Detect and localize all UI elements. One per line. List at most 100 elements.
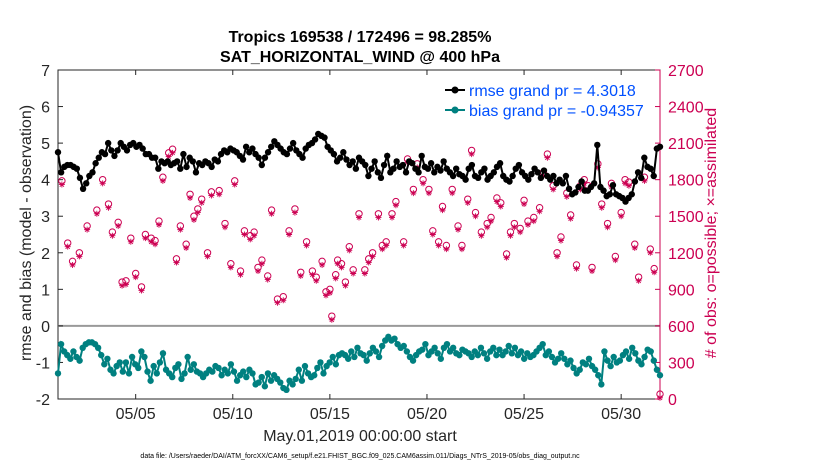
bias-point bbox=[233, 377, 241, 384]
rmse-point bbox=[572, 189, 579, 196]
right-y-tick-label: 1200 bbox=[668, 246, 704, 263]
obs-assimilated-marker bbox=[105, 204, 112, 211]
obs-assimilated-marker bbox=[198, 199, 205, 206]
bias-point bbox=[490, 344, 497, 352]
obs-assimilated-marker bbox=[356, 214, 362, 221]
obs-assimilated-marker bbox=[165, 153, 172, 160]
rmse-point bbox=[108, 147, 115, 154]
rmse-point bbox=[496, 160, 504, 167]
obs-assimilated-marker bbox=[540, 173, 547, 180]
rmse-point bbox=[609, 181, 617, 189]
obs-assimilated-marker bbox=[142, 235, 149, 242]
obs-assimilated-marker bbox=[328, 316, 335, 323]
rmse-point bbox=[481, 165, 488, 172]
bias-point bbox=[585, 355, 593, 362]
bias-point bbox=[598, 381, 605, 388]
rmse-point bbox=[57, 169, 65, 176]
rmse-point bbox=[349, 158, 356, 165]
rmse-point bbox=[177, 165, 184, 172]
left-y-tick-label: 5 bbox=[41, 136, 50, 153]
legend-bias-marker bbox=[451, 106, 459, 114]
bias-point bbox=[301, 362, 309, 370]
rmse-point bbox=[525, 176, 532, 183]
obs-assimilated-marker bbox=[468, 151, 475, 158]
obs-assimilated-marker bbox=[497, 203, 504, 210]
bias-point bbox=[576, 366, 583, 373]
rmse-point bbox=[528, 170, 535, 178]
bias-point bbox=[329, 353, 336, 361]
rmse-point bbox=[330, 150, 338, 158]
right-y-tick-label: 0 bbox=[668, 392, 677, 409]
obs-assimilated-marker bbox=[127, 238, 134, 245]
bias-point bbox=[54, 370, 62, 377]
rmse-point bbox=[139, 145, 146, 152]
rmse-point bbox=[289, 139, 297, 147]
bias-point bbox=[141, 353, 148, 361]
obs-assimilated-marker bbox=[488, 218, 495, 225]
obs-assimilated-marker bbox=[190, 216, 197, 223]
left-y-tick-label: 6 bbox=[41, 100, 50, 117]
rmse-point bbox=[449, 172, 457, 180]
bias-point bbox=[403, 348, 411, 355]
rmse-point bbox=[440, 158, 447, 165]
bias-point bbox=[493, 351, 500, 359]
rmse-point bbox=[650, 172, 657, 180]
rmse-point bbox=[343, 156, 350, 163]
left-y-tick-label: 4 bbox=[41, 173, 50, 190]
bias-point bbox=[607, 362, 614, 370]
bias-point bbox=[641, 353, 648, 361]
rmse-point bbox=[54, 149, 62, 156]
rmse-point bbox=[409, 160, 416, 167]
obs-assimilated-marker bbox=[521, 201, 528, 208]
rmse-point bbox=[468, 161, 476, 169]
rmse-point bbox=[437, 167, 444, 174]
obs-assimilated-marker bbox=[536, 208, 543, 215]
bias-point bbox=[561, 355, 568, 362]
bias-point bbox=[116, 359, 123, 366]
bias-point bbox=[477, 344, 485, 352]
bias-point bbox=[175, 361, 182, 368]
bias-point bbox=[595, 372, 602, 379]
bias-point bbox=[604, 357, 611, 364]
bias-point bbox=[138, 348, 145, 355]
rmse-point bbox=[311, 136, 319, 143]
rmse-point bbox=[183, 163, 190, 171]
bias-point bbox=[135, 364, 142, 372]
bias-point bbox=[169, 373, 176, 381]
rmse-point bbox=[268, 143, 275, 150]
rmse-point bbox=[634, 169, 642, 176]
bias-point bbox=[480, 350, 488, 357]
bias-point bbox=[150, 362, 157, 370]
bias-point bbox=[122, 359, 130, 366]
left-y-tick-label: 1 bbox=[41, 282, 50, 299]
obs-assimilated-marker bbox=[420, 180, 427, 187]
x-tick-label: 05/30 bbox=[601, 406, 641, 423]
bias-point bbox=[128, 353, 136, 361]
bias-point bbox=[505, 342, 512, 350]
rmse-point bbox=[590, 180, 598, 187]
rmse-point bbox=[559, 180, 567, 187]
bias-point bbox=[70, 348, 77, 355]
x-tick-label: 05/05 bbox=[116, 406, 156, 423]
bias-point bbox=[190, 361, 198, 368]
bias-point bbox=[209, 368, 216, 375]
rmse-point bbox=[321, 134, 328, 141]
obs-assimilated-marker bbox=[631, 244, 638, 251]
obs-assimilated-marker bbox=[361, 270, 368, 277]
bias-point bbox=[656, 372, 664, 379]
obs-assimilated-marker bbox=[251, 232, 258, 239]
bias-point bbox=[184, 353, 191, 361]
obs-assimilated-marker bbox=[173, 259, 180, 266]
bias-point bbox=[567, 357, 574, 364]
obs-assimilated-marker bbox=[400, 242, 407, 249]
right-y-tick-label: 2400 bbox=[668, 100, 704, 117]
obs-assimilated-marker bbox=[567, 215, 574, 222]
obs-assimilated-marker bbox=[439, 207, 446, 214]
obs-assimilated-marker bbox=[309, 271, 316, 278]
bias-point bbox=[650, 357, 658, 364]
obs-assimilated-marker bbox=[493, 198, 500, 205]
obs-assimilated-marker bbox=[484, 224, 491, 231]
bias-point bbox=[224, 370, 231, 377]
rmse-point bbox=[402, 169, 410, 176]
obs-assimilated-marker bbox=[618, 213, 625, 220]
